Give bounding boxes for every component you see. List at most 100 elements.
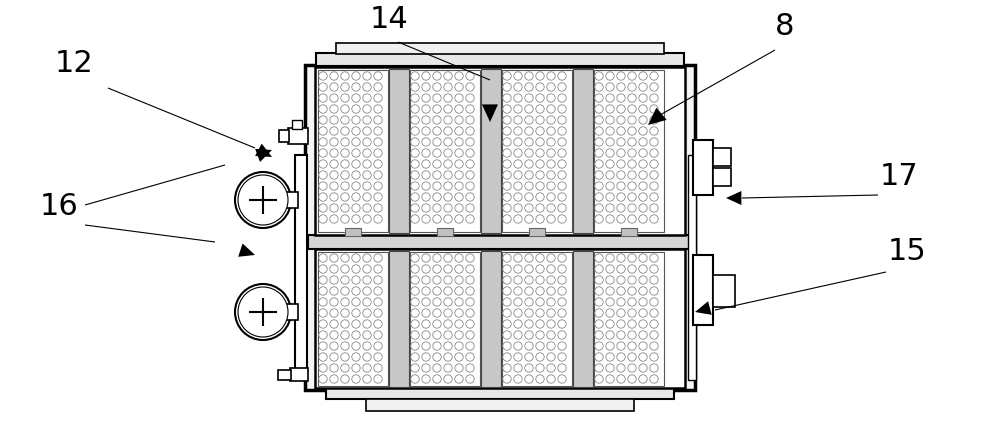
Circle shape: [617, 138, 625, 146]
Polygon shape: [695, 301, 712, 315]
Circle shape: [363, 171, 371, 179]
Circle shape: [330, 94, 338, 102]
Circle shape: [330, 298, 338, 306]
Circle shape: [330, 287, 338, 295]
Circle shape: [341, 72, 349, 80]
Circle shape: [503, 276, 511, 284]
Circle shape: [433, 287, 441, 295]
Circle shape: [503, 320, 511, 328]
Circle shape: [330, 276, 338, 284]
Circle shape: [606, 171, 614, 179]
Circle shape: [525, 193, 533, 201]
Circle shape: [363, 193, 371, 201]
Circle shape: [617, 116, 625, 124]
Circle shape: [628, 215, 636, 223]
Circle shape: [628, 353, 636, 361]
Circle shape: [525, 276, 533, 284]
Circle shape: [352, 298, 360, 306]
Circle shape: [330, 171, 338, 179]
Circle shape: [352, 265, 360, 273]
Circle shape: [547, 342, 555, 350]
Circle shape: [363, 83, 371, 91]
Circle shape: [455, 276, 463, 284]
Circle shape: [606, 309, 614, 317]
Circle shape: [411, 105, 419, 113]
Circle shape: [628, 375, 636, 383]
Circle shape: [628, 149, 636, 157]
Circle shape: [536, 116, 544, 124]
Circle shape: [422, 83, 430, 91]
Text: 14: 14: [370, 5, 409, 34]
Bar: [502, 70, 572, 232]
Circle shape: [411, 204, 419, 212]
Circle shape: [411, 215, 419, 223]
Circle shape: [595, 265, 603, 273]
Circle shape: [547, 309, 555, 317]
Circle shape: [595, 94, 603, 102]
Circle shape: [330, 320, 338, 328]
Circle shape: [455, 127, 463, 135]
Bar: [410, 70, 480, 232]
Circle shape: [411, 83, 419, 91]
Circle shape: [319, 287, 327, 295]
Circle shape: [503, 127, 511, 135]
Circle shape: [595, 204, 603, 212]
Circle shape: [558, 276, 566, 284]
Circle shape: [639, 83, 647, 91]
Text: 17: 17: [880, 162, 919, 191]
Circle shape: [514, 149, 522, 157]
Circle shape: [503, 254, 511, 262]
Circle shape: [238, 287, 288, 337]
Circle shape: [503, 160, 511, 168]
Bar: [326, 388, 674, 399]
Circle shape: [558, 83, 566, 91]
Circle shape: [363, 116, 371, 124]
Circle shape: [547, 254, 555, 262]
Circle shape: [639, 105, 647, 113]
Circle shape: [503, 94, 511, 102]
Circle shape: [374, 254, 382, 262]
Circle shape: [514, 287, 522, 295]
Circle shape: [352, 171, 360, 179]
Circle shape: [319, 72, 327, 80]
Circle shape: [433, 320, 441, 328]
Circle shape: [650, 375, 658, 383]
Circle shape: [639, 138, 647, 146]
Circle shape: [617, 364, 625, 372]
Bar: [315, 249, 685, 388]
Circle shape: [514, 375, 522, 383]
Circle shape: [536, 276, 544, 284]
Circle shape: [330, 215, 338, 223]
Circle shape: [595, 215, 603, 223]
Circle shape: [433, 116, 441, 124]
Circle shape: [466, 127, 474, 135]
Circle shape: [650, 105, 658, 113]
Circle shape: [374, 331, 382, 339]
Circle shape: [444, 149, 452, 157]
Circle shape: [341, 309, 349, 317]
Circle shape: [433, 160, 441, 168]
Circle shape: [363, 320, 371, 328]
Circle shape: [363, 254, 371, 262]
Circle shape: [374, 116, 382, 124]
Circle shape: [514, 83, 522, 91]
Circle shape: [341, 83, 349, 91]
Circle shape: [650, 287, 658, 295]
Circle shape: [330, 72, 338, 80]
Circle shape: [455, 364, 463, 372]
Circle shape: [503, 375, 511, 383]
Circle shape: [525, 182, 533, 190]
Circle shape: [503, 105, 511, 113]
Circle shape: [536, 298, 544, 306]
Circle shape: [606, 72, 614, 80]
Circle shape: [422, 72, 430, 80]
Circle shape: [455, 215, 463, 223]
Bar: [278, 370, 291, 380]
Circle shape: [319, 331, 327, 339]
Circle shape: [433, 254, 441, 262]
Circle shape: [606, 353, 614, 361]
Circle shape: [330, 149, 338, 157]
Bar: [688, 155, 696, 380]
Circle shape: [352, 127, 360, 135]
Circle shape: [411, 94, 419, 102]
